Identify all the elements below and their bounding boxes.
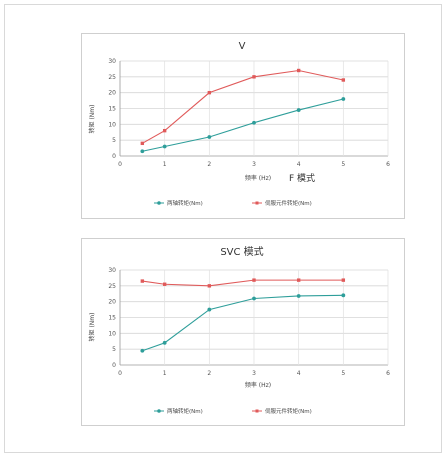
data-point-servo (140, 279, 145, 283)
x-tick-label: 3 (252, 370, 256, 377)
data-point-shaft (296, 294, 301, 298)
series-line-0 (142, 98, 344, 152)
data-point-servo (207, 90, 212, 95)
legend-label-shaft: 两轴转矩(Nm) (167, 199, 203, 207)
legend-label-servo: 伺服元件转矩(Nm) (265, 199, 312, 207)
chart-vf-svg: V 0 5 10 15 20 25 30 0 1 2 3 4 5 6 频率 (Hz) F 模式 转矩 (N… (88, 41, 390, 207)
x-tick-label: 6 (386, 161, 390, 168)
data-point-shaft (207, 135, 212, 139)
chart-vf-mode: V 0 5 10 15 20 25 30 0 1 2 3 4 5 6 频率 (Hz) F 模式 转矩 (N… (81, 33, 405, 219)
plot-area: 0 5 10 15 20 25 30 0 1 2 3 4 5 6 (108, 267, 390, 377)
x-axis-label: 频率 (Hz) (245, 174, 271, 182)
y-tick-label: 10 (108, 330, 116, 337)
legend-label-shaft: 两轴转矩(Nm) (167, 407, 203, 415)
y-tick-label: 0 (112, 153, 116, 160)
x-tick-label: 0 (118, 161, 122, 168)
y-tick-label: 30 (108, 58, 116, 65)
legend-marker-shaft (157, 409, 161, 413)
data-point-shaft (140, 149, 145, 154)
data-point-shaft (207, 307, 212, 312)
data-point-servo (341, 78, 346, 82)
x-tick-label: 1 (163, 370, 167, 377)
data-point-servo (207, 284, 212, 288)
y-tick-label: 30 (108, 267, 116, 274)
legend-label-servo: 伺服元件转矩(Nm) (265, 407, 312, 415)
data-point-servo (252, 278, 256, 282)
legend-marker-servo (255, 201, 259, 205)
data-point-shaft (252, 296, 256, 301)
chart-svc-svg: SVC 模式 0 5 10 15 20 25 30 0 1 2 3 4 5 6 频率 (Hz) 转矩 (N… (88, 245, 390, 415)
y-tick-label: 5 (112, 137, 116, 144)
chart-title: SVC 模式 (220, 245, 263, 258)
x-tick-label: 0 (118, 370, 122, 377)
x-tick-label: 6 (386, 370, 390, 377)
x-tick-label: 5 (341, 161, 345, 168)
legend-marker-servo (255, 409, 259, 413)
data-point-servo (296, 68, 301, 73)
y-axis-label: 转矩 (Nm) (88, 105, 96, 134)
mode-label: F 模式 (289, 172, 315, 184)
y-tick-label: 15 (108, 315, 116, 322)
data-point-servo (341, 278, 346, 282)
chart-svc-mode: SVC 模式 0 5 10 15 20 25 30 0 1 2 3 4 5 6 频率 (Hz) 转矩 (N… (81, 238, 405, 426)
y-tick-label: 20 (108, 299, 116, 306)
plot-area: 0 5 10 15 20 25 30 0 1 2 3 4 5 6 (108, 58, 390, 168)
data-point-shaft (162, 144, 167, 149)
chart-title: V (239, 41, 246, 52)
data-point-shaft (296, 108, 301, 112)
data-point-servo (296, 278, 301, 282)
data-point-shaft (341, 97, 346, 101)
legend-marker-shaft (157, 201, 161, 205)
y-tick-label: 5 (112, 346, 116, 353)
legend: 两轴转矩(Nm) 伺服元件转矩(Nm) (154, 199, 312, 207)
data-point-servo (162, 128, 167, 133)
x-tick-label: 3 (252, 161, 256, 168)
x-tick-label: 5 (341, 370, 345, 377)
x-tick-label: 1 (163, 161, 167, 168)
legend: 两轴转矩(Nm) 伺服元件转矩(Nm) (154, 407, 312, 415)
data-point-servo (162, 282, 167, 286)
data-point-servo (140, 141, 145, 146)
x-tick-label: 2 (207, 161, 211, 168)
data-point-shaft (140, 348, 145, 353)
series-line-1 (142, 279, 344, 287)
y-tick-label: 15 (108, 106, 116, 113)
y-tick-label: 25 (108, 74, 116, 81)
y-axis-label: 转矩 (Nm) (88, 313, 96, 342)
x-tick-label: 4 (297, 161, 301, 168)
y-tick-label: 0 (112, 362, 116, 369)
x-tick-label: 2 (207, 370, 211, 377)
y-tick-label: 10 (108, 121, 116, 128)
data-point-shaft (341, 293, 346, 298)
y-tick-label: 25 (108, 283, 116, 290)
data-point-shaft (252, 120, 256, 125)
data-point-servo (252, 75, 256, 79)
series-line-0 (142, 294, 344, 352)
y-tick-label: 20 (108, 90, 116, 97)
x-tick-label: 4 (297, 370, 301, 377)
series-line-1 (142, 69, 344, 144)
x-axis-label: 频率 (Hz) (245, 381, 271, 389)
data-point-shaft (162, 340, 167, 345)
